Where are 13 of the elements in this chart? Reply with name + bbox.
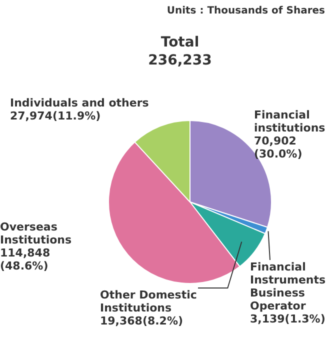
slice-label: Individuals and others xyxy=(10,96,150,110)
data-label: 19,368(8.2%) xyxy=(100,314,184,328)
data-label: 3,139(1.3%) xyxy=(250,312,326,326)
slice-label: Other Domestic Institutions xyxy=(100,288,197,314)
chart-title: Total xyxy=(160,34,200,51)
data-label: 114,848 (48.6%) xyxy=(0,246,50,272)
data-label: 70,902 (30.0%) xyxy=(254,134,302,160)
text: Units : Thousands of Shares xyxy=(166,6,326,17)
slice-label: Overseas Institutions xyxy=(0,220,72,246)
slice-label: Financial institutions xyxy=(254,108,326,134)
chart-subtitle: 236,233 xyxy=(148,52,212,69)
slice-label: Financial Instruments Business Operator xyxy=(250,260,326,312)
data-label: 27,974(11.9%) xyxy=(10,109,101,122)
